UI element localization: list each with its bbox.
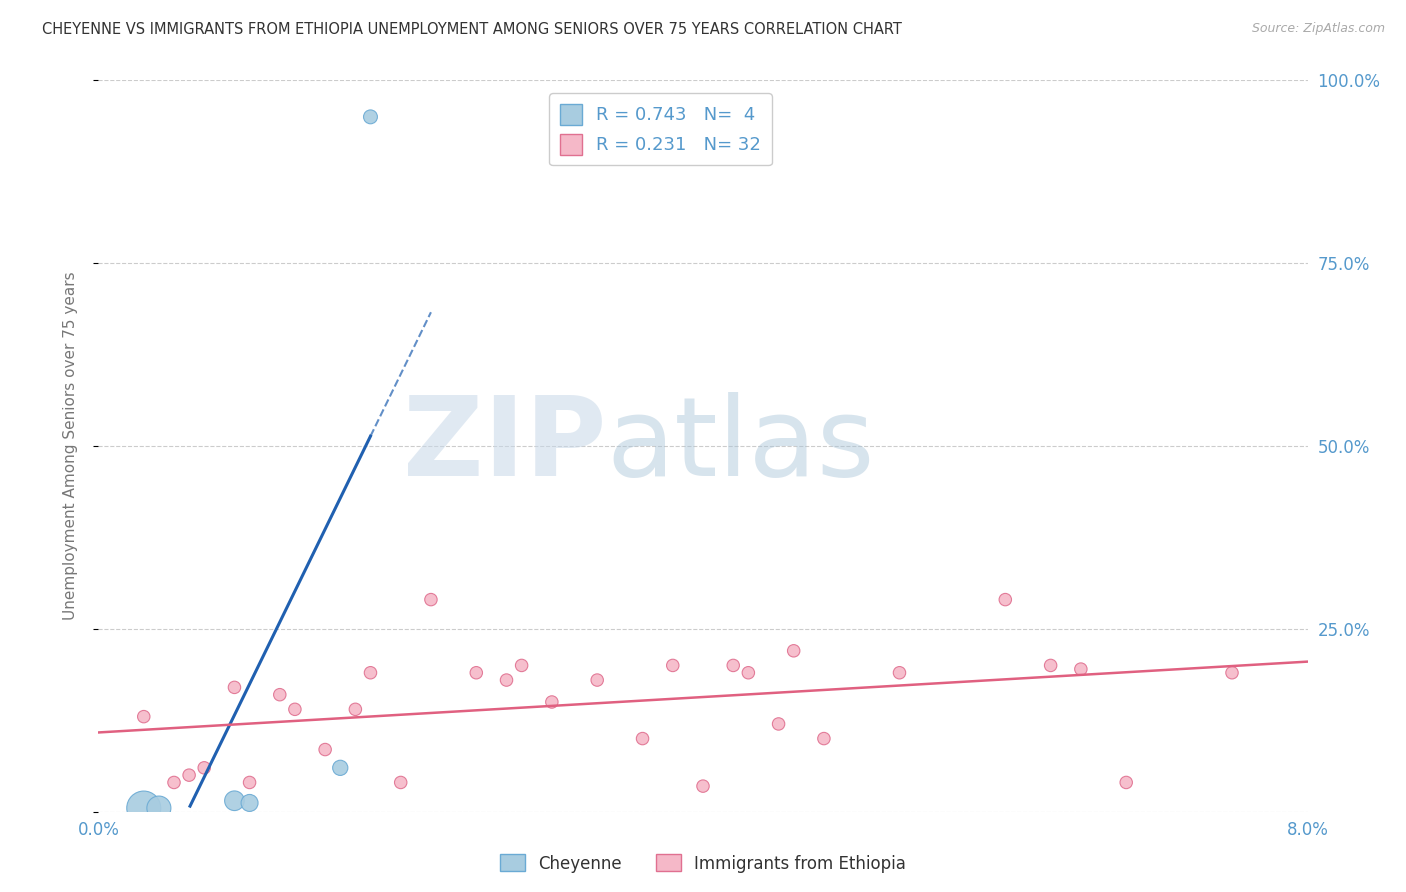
Point xyxy=(239,796,262,810)
Point xyxy=(1220,665,1243,680)
Point xyxy=(132,709,155,723)
Point xyxy=(224,681,246,695)
Point xyxy=(420,592,443,607)
Point xyxy=(269,688,291,702)
Point xyxy=(631,731,654,746)
Point xyxy=(465,665,488,680)
Point xyxy=(661,658,683,673)
Point xyxy=(813,731,835,746)
Point xyxy=(329,761,352,775)
Point xyxy=(314,742,336,756)
Point xyxy=(723,658,745,673)
Point xyxy=(737,665,759,680)
Point xyxy=(1115,775,1137,789)
Point xyxy=(360,665,382,680)
Point xyxy=(360,110,382,124)
Point xyxy=(889,665,911,680)
Point xyxy=(344,702,367,716)
Point xyxy=(193,761,215,775)
Y-axis label: Unemployment Among Seniors over 75 years: Unemployment Among Seniors over 75 years xyxy=(63,272,77,620)
Legend: R = 0.743   N=  4, R = 0.231   N= 32: R = 0.743 N= 4, R = 0.231 N= 32 xyxy=(550,93,772,165)
Point xyxy=(148,801,170,815)
Point xyxy=(163,775,186,789)
Point xyxy=(239,775,262,789)
Point xyxy=(768,717,790,731)
Text: atlas: atlas xyxy=(606,392,875,500)
Point xyxy=(994,592,1017,607)
Point xyxy=(783,644,806,658)
Point xyxy=(132,801,155,815)
Point xyxy=(692,779,714,793)
Point xyxy=(284,702,307,716)
Point xyxy=(389,775,412,789)
Point xyxy=(586,673,609,687)
Point xyxy=(1039,658,1062,673)
Point xyxy=(179,768,201,782)
Text: Source: ZipAtlas.com: Source: ZipAtlas.com xyxy=(1251,22,1385,36)
Point xyxy=(1070,662,1092,676)
Point xyxy=(540,695,562,709)
Point xyxy=(224,794,246,808)
Text: ZIP: ZIP xyxy=(404,392,606,500)
Text: CHEYENNE VS IMMIGRANTS FROM ETHIOPIA UNEMPLOYMENT AMONG SENIORS OVER 75 YEARS CO: CHEYENNE VS IMMIGRANTS FROM ETHIOPIA UNE… xyxy=(42,22,903,37)
Legend: Cheyenne, Immigrants from Ethiopia: Cheyenne, Immigrants from Ethiopia xyxy=(494,847,912,880)
Point xyxy=(495,673,517,687)
Point xyxy=(510,658,533,673)
